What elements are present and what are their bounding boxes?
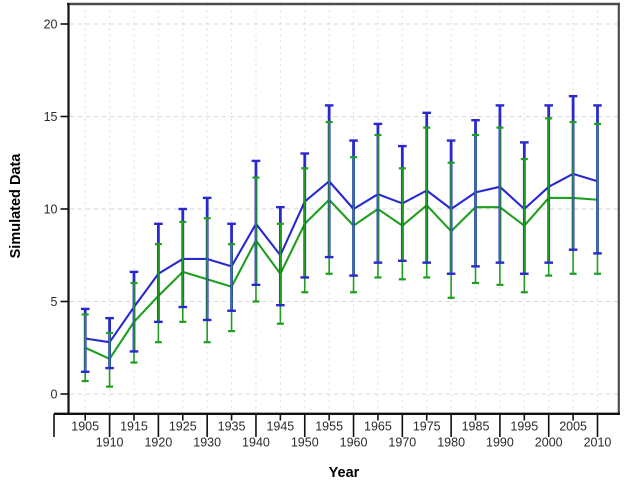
x-tick-label: 1910: [96, 436, 124, 450]
x-tick-label: 1925: [169, 420, 197, 434]
y-tick-label: 5: [51, 295, 58, 309]
x-tick-label: 1995: [510, 420, 538, 434]
y-tick-label: 0: [51, 387, 58, 401]
x-tick-label: 1905: [71, 420, 99, 434]
x-tick-label: 1920: [144, 436, 172, 450]
x-tick-label: 1970: [388, 436, 416, 450]
y-axis-title: Simulated Data: [8, 153, 24, 259]
series-green-line: [84, 196, 598, 360]
y-axis: 0 5 10 15 20: [44, 17, 68, 401]
x-tick-label: 1950: [291, 436, 319, 450]
series-lines: [84, 172, 598, 360]
y-tick-label: 15: [44, 110, 58, 124]
x-tick-label: 2000: [535, 436, 563, 450]
x-tick-label: 1975: [413, 420, 441, 434]
x-tick-label: 2010: [584, 436, 612, 450]
x-tick-label: 1965: [364, 420, 392, 434]
x-tick-label: 1930: [193, 436, 221, 450]
x-tick-label: 1945: [266, 420, 294, 434]
x-tick-label: 1940: [242, 436, 270, 450]
x-tick-label: 2005: [559, 420, 587, 434]
x-axis: 1905 1910 1915 1920 1925 1930 1935 1940 1945 1950…: [53, 413, 612, 450]
y-tick-label: 10: [44, 202, 58, 216]
x-tick-label: 1960: [340, 436, 368, 450]
y-tick-label: 20: [44, 17, 58, 31]
series-blue-line: [85, 172, 598, 344]
x-tick-label: 1980: [437, 436, 465, 450]
x-tick-label: 1935: [218, 420, 246, 434]
x-tick-label: 1915: [120, 420, 148, 434]
gridlines: [69, 4, 618, 414]
plot-frame: [54, 2, 620, 415]
error-bars: [80, 94, 602, 388]
x-tick-label: 1985: [462, 420, 490, 434]
x-tick-label: 1990: [486, 436, 514, 450]
x-tick-label: 1955: [315, 420, 343, 434]
x-axis-title: Year: [328, 465, 360, 481]
